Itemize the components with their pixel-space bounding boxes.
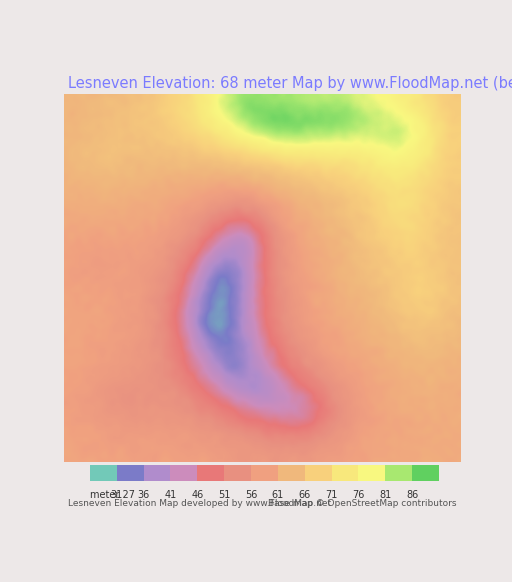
Text: 46: 46 (191, 489, 203, 499)
Text: 71: 71 (325, 489, 338, 499)
Text: 81: 81 (379, 489, 391, 499)
Bar (224, 465, 251, 481)
Bar (90, 465, 117, 481)
Text: 76: 76 (352, 489, 365, 499)
Bar (412, 465, 439, 481)
Bar (143, 465, 170, 481)
Bar (358, 465, 385, 481)
Text: 61: 61 (272, 489, 284, 499)
Text: 56: 56 (245, 489, 257, 499)
Bar (170, 465, 197, 481)
Bar (278, 465, 305, 481)
Bar (385, 465, 412, 481)
Text: 36: 36 (137, 489, 150, 499)
Text: 41: 41 (164, 489, 177, 499)
Text: 66: 66 (298, 489, 311, 499)
Text: meter 27: meter 27 (90, 489, 135, 499)
Bar (305, 465, 332, 481)
Text: 51: 51 (218, 489, 230, 499)
Text: Base map © OpenStreetMap contributors: Base map © OpenStreetMap contributors (268, 499, 457, 508)
Bar (332, 465, 358, 481)
Bar (197, 465, 224, 481)
Bar (117, 465, 143, 481)
Text: Lesneven Elevation: 68 meter Map by www.FloodMap.net (beta): Lesneven Elevation: 68 meter Map by www.… (68, 76, 512, 91)
Bar (251, 465, 278, 481)
Text: Lesneven Elevation Map developed by www.FloodMap.net: Lesneven Elevation Map developed by www.… (68, 499, 331, 508)
Text: 86: 86 (406, 489, 418, 499)
Text: 31: 31 (111, 489, 123, 499)
